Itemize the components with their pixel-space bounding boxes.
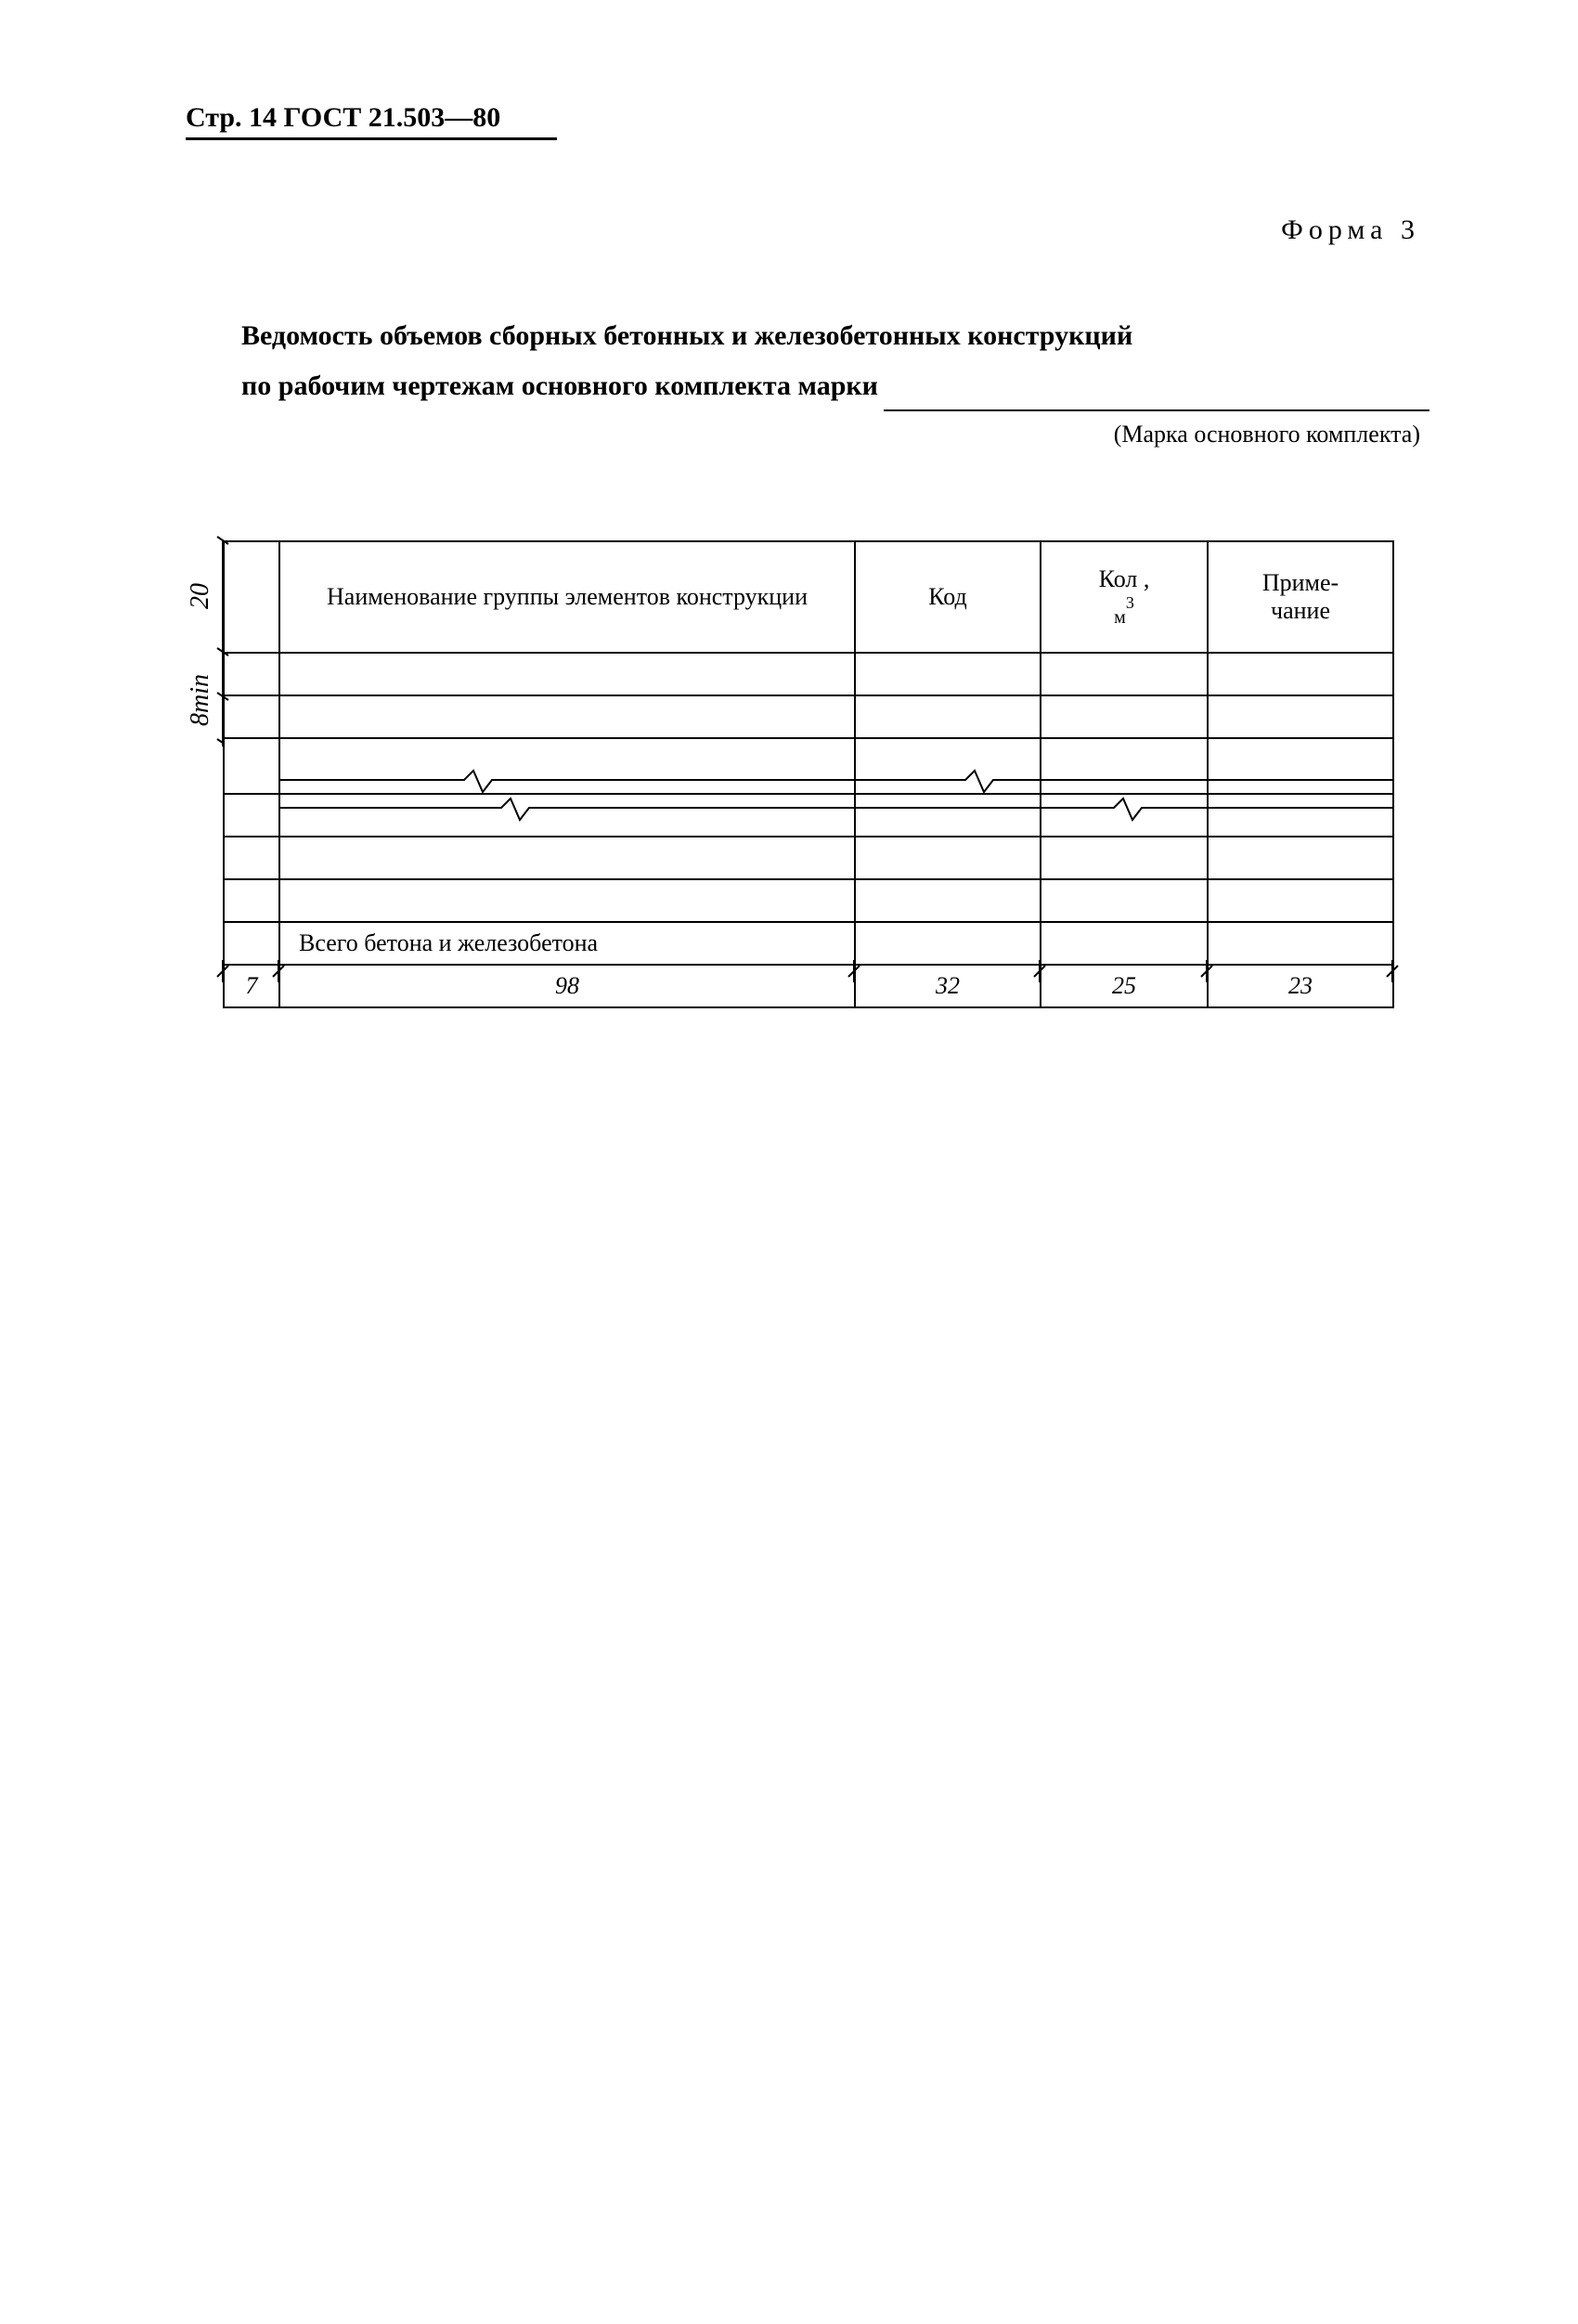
form-number-label: Форма 3 — [186, 214, 1429, 246]
table-row — [224, 837, 1393, 879]
table-row — [224, 695, 1393, 738]
table-header-row: Наименование группы элементов конструкци… — [224, 541, 1393, 653]
header-col4-unit: м — [1114, 607, 1126, 628]
bottom-dimension-ticks — [215, 960, 1400, 982]
header-col4: Кол , м3 — [1041, 541, 1208, 653]
zigzag-icon — [854, 766, 1040, 822]
blank-field-mark — [884, 385, 1429, 411]
header-col2: Наименование группы элементов конструкци… — [279, 541, 855, 653]
specification-table-wrap: 20 8min Наименование группы элементов ко… — [223, 540, 1429, 1008]
dimension-header-height: 20 — [186, 540, 215, 652]
title-block: Ведомость объемов сборных бетонных и жел… — [186, 311, 1429, 457]
header-col4-sup: 3 — [1126, 593, 1134, 612]
dimension-row-height: 8min — [186, 656, 215, 745]
zigzag-icon — [1207, 766, 1392, 822]
table-total-row: Всего бетона и железобетона — [224, 922, 1393, 965]
table-row — [224, 653, 1393, 695]
header-col3: Код — [855, 541, 1041, 653]
title-line2-prefix: по рабочим чертежам основного комплекта … — [241, 361, 878, 411]
caption-under-line: (Марка основного комплекта) — [241, 413, 1429, 457]
page-header: Стр. 14 ГОСТ 21.503—80 — [186, 102, 557, 140]
zigzag-icon — [1040, 766, 1207, 822]
header-col1 — [224, 541, 279, 653]
header-col4-top: Кол , — [1099, 565, 1150, 592]
specification-table: Наименование группы элементов конструкци… — [223, 540, 1394, 1008]
header-col5: Приме- чание — [1208, 541, 1393, 653]
table-row — [224, 879, 1393, 922]
title-line2: по рабочим чертежам основного комплекта … — [241, 361, 1429, 411]
zigzag-icon — [278, 766, 854, 822]
table-break-row — [224, 738, 1393, 794]
title-line1: Ведомость объемов сборных бетонных и жел… — [241, 311, 1429, 361]
document-page: Стр. 14 ГОСТ 21.503—80 Форма 3 Ведомость… — [186, 102, 1429, 1008]
total-label: Всего бетона и железобетона — [279, 922, 855, 965]
